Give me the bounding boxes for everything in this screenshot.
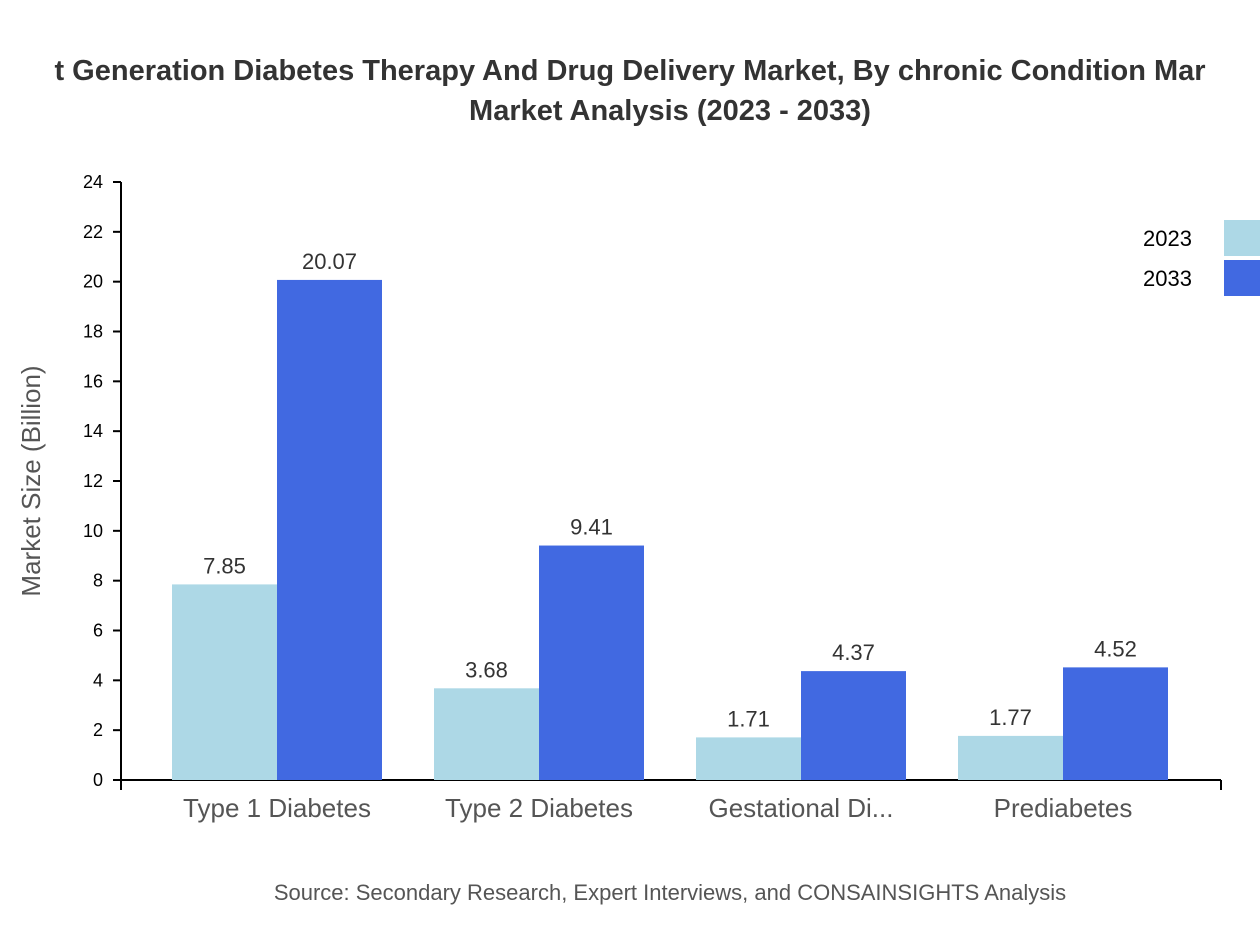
data-label: 7.85	[203, 553, 246, 578]
x-tick-label: Gestational Di...	[709, 793, 894, 823]
data-label: 3.68	[465, 657, 508, 682]
bar-2033	[1063, 667, 1168, 780]
y-tick-label: 4	[93, 670, 103, 690]
bar-2033	[539, 545, 644, 780]
legend-swatch	[1224, 260, 1260, 296]
data-label: 1.77	[989, 705, 1032, 730]
y-tick-label: 0	[93, 770, 103, 790]
data-label: 9.41	[570, 515, 613, 540]
bar-2033	[801, 671, 906, 780]
bar-2023	[434, 688, 539, 780]
y-tick-label: 14	[83, 421, 103, 441]
y-tick-label: 10	[83, 521, 103, 541]
y-tick-label: 18	[83, 322, 103, 342]
source-note: Source: Secondary Research, Expert Inter…	[274, 880, 1066, 905]
y-tick-label: 16	[83, 371, 103, 391]
x-tick-label: Type 2 Diabetes	[445, 793, 633, 823]
bar-2023	[696, 737, 801, 780]
data-label: 4.37	[832, 640, 875, 665]
y-tick-label: 24	[83, 172, 103, 192]
bar-2033	[277, 279, 382, 780]
chart-title-line2: Market Analysis (2023 - 2033)	[469, 95, 871, 127]
y-tick-label: 6	[93, 621, 103, 641]
legend-label: 2033	[1143, 266, 1192, 291]
data-label: 20.07	[302, 249, 357, 274]
bar-2023	[172, 584, 277, 780]
legend-label: 2023	[1143, 226, 1192, 251]
x-tick-label: Prediabetes	[994, 793, 1133, 823]
y-tick-label: 22	[83, 222, 103, 242]
y-tick-label: 8	[93, 571, 103, 591]
y-tick-label: 2	[93, 720, 103, 740]
chart-title-line1: t Generation Diabetes Therapy And Drug D…	[54, 55, 1205, 87]
bar-2023	[958, 735, 1063, 780]
data-label: 4.52	[1094, 636, 1137, 661]
y-axis-label: Market Size (Billion)	[16, 365, 46, 596]
legend-swatch	[1224, 220, 1260, 256]
x-tick-label: Type 1 Diabetes	[183, 793, 371, 823]
data-label: 1.71	[727, 706, 770, 731]
y-tick-label: 20	[83, 272, 103, 292]
y-tick-label: 12	[83, 471, 103, 491]
